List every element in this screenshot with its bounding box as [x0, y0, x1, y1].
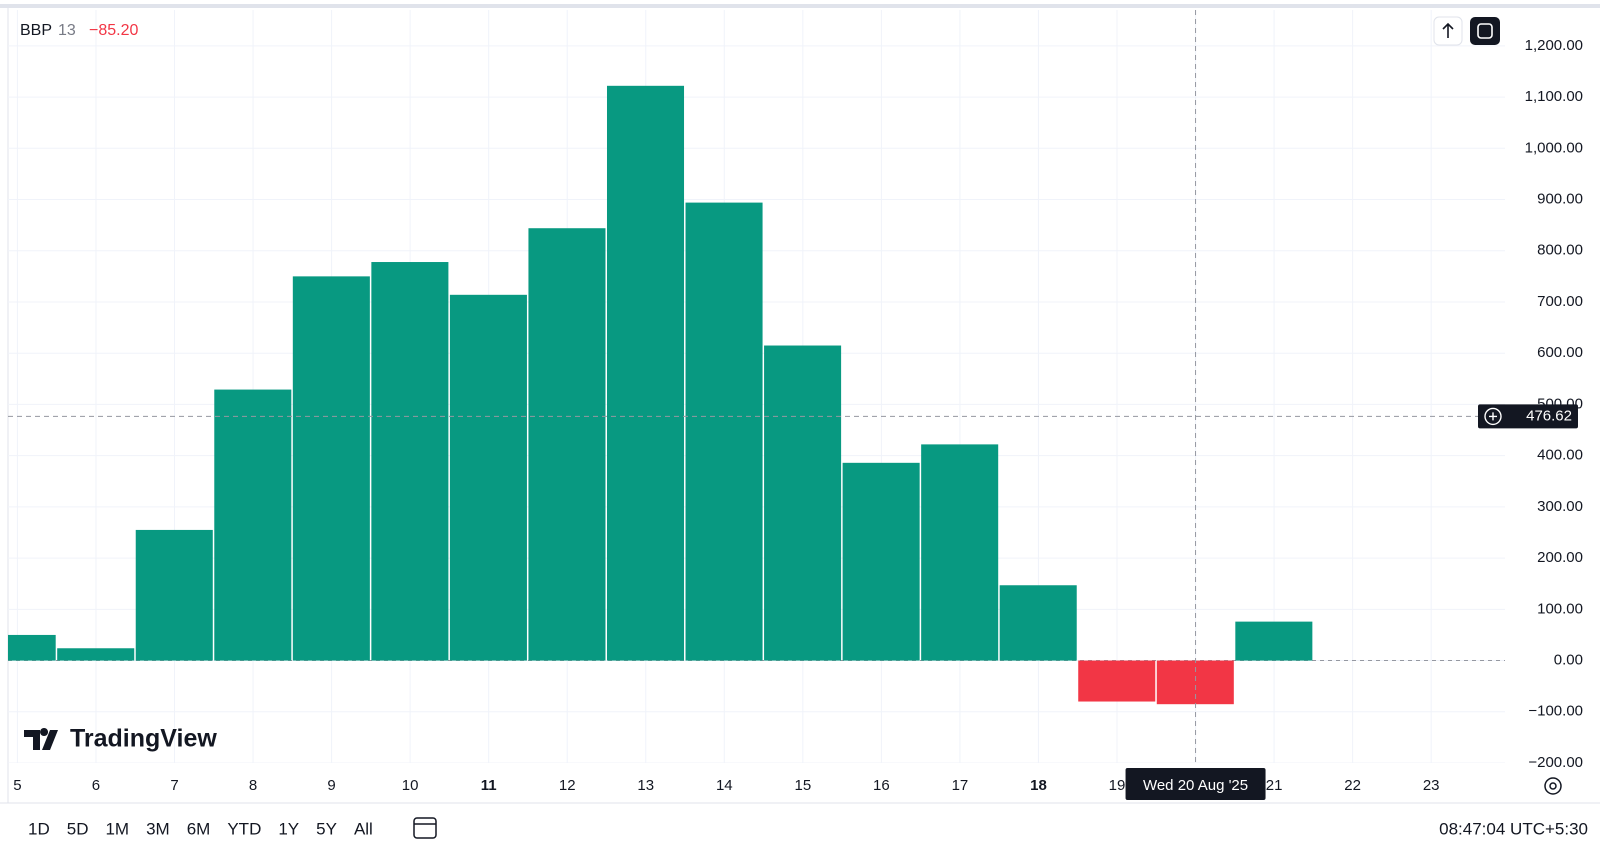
- x-tick-label: 15: [794, 777, 811, 794]
- range-button[interactable]: 5D: [67, 819, 89, 838]
- y-tick-label: 600.00: [1537, 344, 1583, 361]
- bar: [999, 585, 1077, 661]
- y-tick-label: 300.00: [1537, 498, 1583, 515]
- screenshot-button[interactable]: [1470, 17, 1500, 45]
- screenshot-icon: [1477, 23, 1493, 39]
- crosshair-y-label: 476.62: [1526, 407, 1572, 424]
- add-alert-plus: [1489, 412, 1497, 421]
- bar: [292, 276, 370, 661]
- range-button[interactable]: 5Y: [316, 819, 337, 838]
- bar: [135, 529, 213, 661]
- bar: [214, 389, 292, 661]
- x-tick-label: 17: [952, 777, 969, 794]
- range-button[interactable]: 1D: [28, 819, 50, 838]
- x-tick-label: 16: [873, 777, 890, 794]
- y-tick-label: 800.00: [1537, 242, 1583, 259]
- crosshair-x-label: Wed 20 Aug '25: [1143, 777, 1248, 794]
- range-button[interactable]: 3M: [146, 819, 170, 838]
- y-tick-label: 100.00: [1537, 600, 1583, 617]
- x-tick-label: 9: [327, 777, 335, 794]
- logo-icon: [24, 728, 58, 750]
- length: 13: [58, 22, 76, 39]
- bar: [685, 202, 763, 661]
- bar: [528, 228, 606, 661]
- bar: [449, 294, 527, 661]
- x-tick-label: 8: [249, 777, 257, 794]
- date-range-button[interactable]: [413, 817, 437, 839]
- logo: TradingView: [24, 725, 217, 753]
- x-tick-label: 21: [1266, 777, 1283, 794]
- x-tick-label: 11: [481, 777, 497, 794]
- x-tick-label: 13: [637, 777, 654, 794]
- range-button[interactable]: 6M: [187, 819, 211, 838]
- range-button[interactable]: 1Y: [278, 819, 299, 838]
- bar: [1078, 660, 1156, 702]
- bar: [57, 648, 135, 661]
- x-tick-label: 22: [1344, 777, 1361, 794]
- bar: [921, 444, 999, 661]
- x-tick-label: 23: [1423, 777, 1440, 794]
- range-button[interactable]: All: [354, 819, 373, 838]
- y-tick-label: 1,000.00: [1525, 139, 1583, 156]
- x-tick-label: 10: [402, 777, 419, 794]
- add-alert-icon[interactable]: [1484, 407, 1502, 426]
- x-tick-label: 5: [13, 777, 21, 794]
- bar: [8, 634, 56, 661]
- y-tick-label: 400.00: [1537, 447, 1583, 464]
- bar: [1235, 621, 1313, 661]
- bar: [842, 462, 920, 661]
- range-button[interactable]: 1M: [105, 819, 129, 838]
- x-tick-label: 18: [1030, 777, 1047, 794]
- x-tick-label: 19: [1109, 777, 1126, 794]
- y-tick-label: 0.00: [1554, 652, 1583, 669]
- x-tick-label: 7: [170, 777, 178, 794]
- x-tick-label: 14: [716, 777, 733, 794]
- range-toolbar: 1D 5D 1M 3M 6M YTD 1Y 5Y All: [28, 819, 373, 838]
- y-tick-label: 700.00: [1537, 293, 1583, 310]
- x-tick-label: 6: [92, 777, 100, 794]
- gear-icon[interactable]: [1544, 777, 1562, 795]
- settings-button[interactable]: [1544, 777, 1562, 795]
- y-tick-label: −100.00: [1528, 703, 1583, 720]
- x-tick-label: 12: [559, 777, 576, 794]
- y-tick-label: 900.00: [1537, 190, 1583, 207]
- crosshair-y-box: [1478, 404, 1578, 429]
- y-tick-label: 1,100.00: [1525, 88, 1583, 105]
- logo-text: TradingView: [70, 725, 217, 753]
- scroll-button[interactable]: [1433, 16, 1463, 46]
- legend-value: −85.20: [89, 22, 138, 39]
- bar: [606, 85, 685, 661]
- y-tick-label: −200.00: [1528, 754, 1583, 771]
- range-button[interactable]: YTD: [227, 819, 261, 838]
- arrow-icon: [1442, 22, 1454, 38]
- clock: 08:47:04 UTC+5:30: [1439, 819, 1588, 838]
- calendar-icon[interactable]: [413, 817, 437, 839]
- crosshair-x-box: [1125, 768, 1266, 800]
- y-tick-label: 200.00: [1537, 549, 1583, 566]
- gear-hub: [1549, 782, 1557, 790]
- plot-area: [8, 10, 1505, 763]
- button-frame[interactable]: [1470, 17, 1500, 45]
- header-legend: BBP 13 −85.20: [20, 22, 138, 39]
- bar: [764, 345, 842, 661]
- bar: [371, 262, 449, 661]
- symbol: BBP: [20, 22, 52, 39]
- y-tick-label: 1,200.00: [1525, 37, 1583, 54]
